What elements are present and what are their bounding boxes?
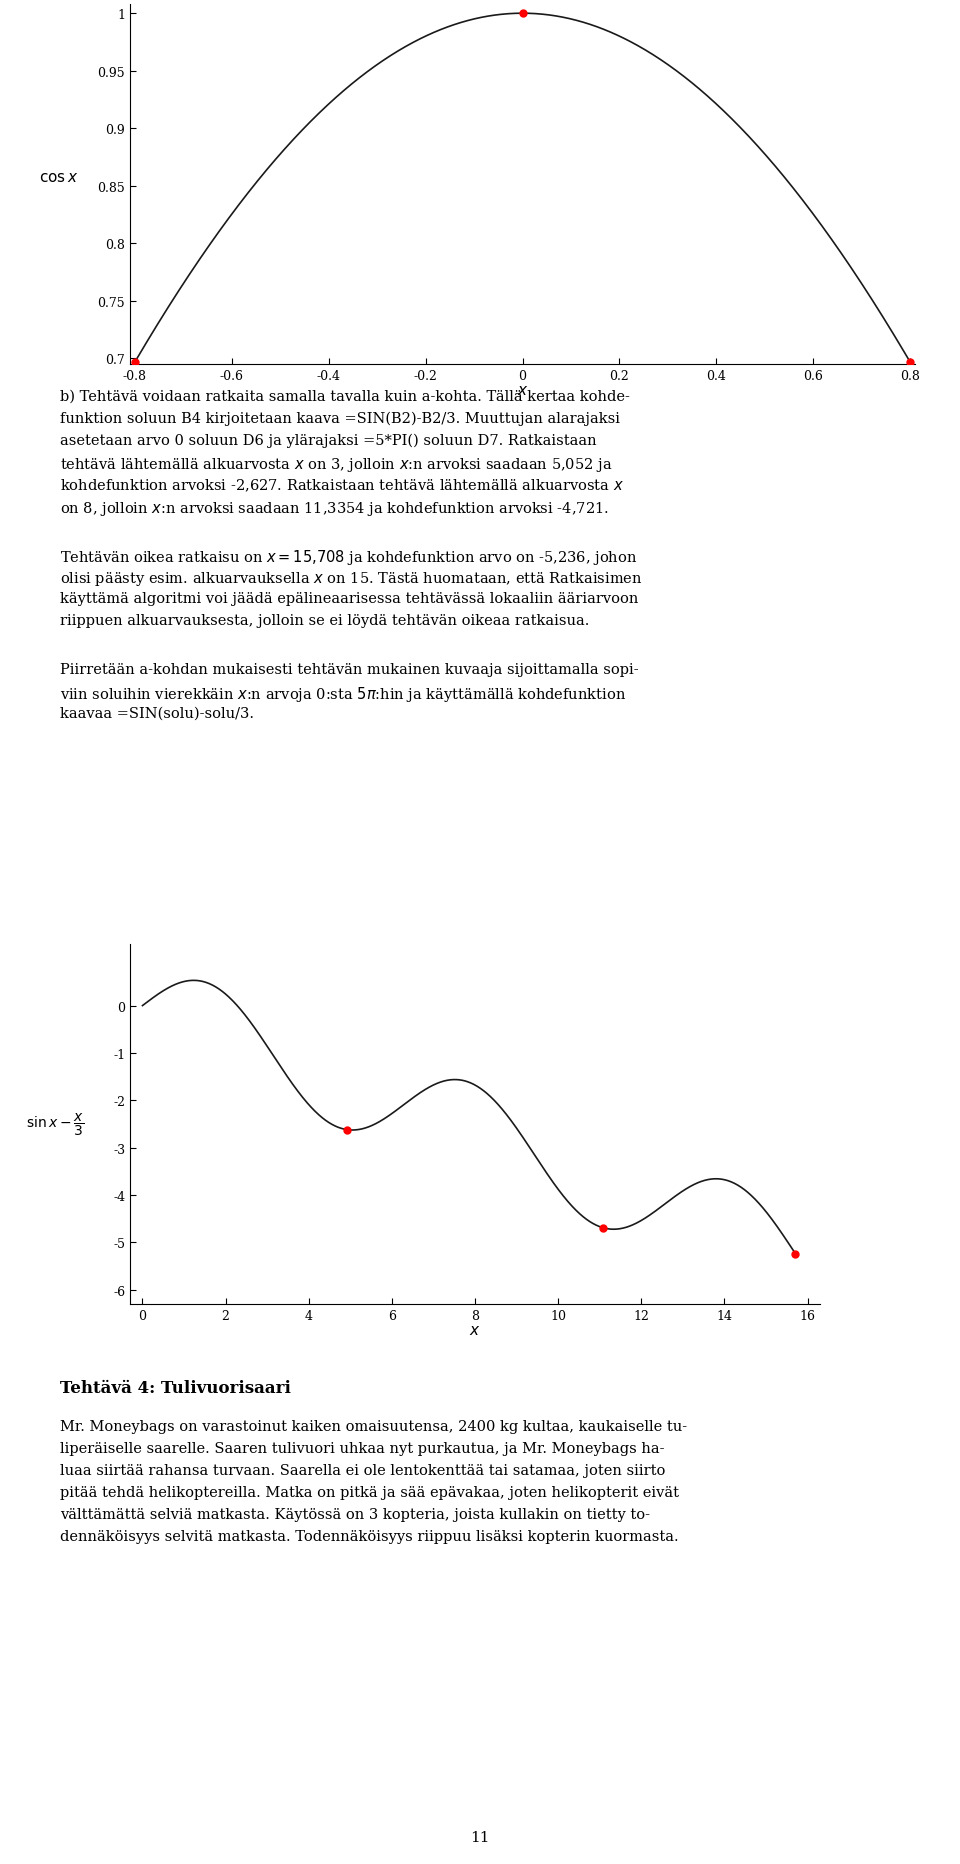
Text: Tehtävän oikea ratkaisu on $x = 15{,}708$ ja kohdefunktion arvo on -5,236, johon: Tehtävän oikea ratkaisu on $x = 15{,}708… [60,548,637,567]
Text: olisi päästy esim. alkuarvauksella $x$ on 15. Tästä huomataan, että Ratkaisimen: olisi päästy esim. alkuarvauksella $x$ o… [60,570,642,587]
Text: pitää tehdä helikoptereilla. Matka on pitkä ja sää epävakaa, joten helikopterit : pitää tehdä helikoptereilla. Matka on pi… [60,1486,679,1499]
Text: viin soluihin vierekkäin $x$:n arvoja 0:sta $5\pi$:hin ja käyttämällä kohdefunkt: viin soluihin vierekkäin $x$:n arvoja 0:… [60,684,626,703]
Y-axis label: $\sin x - \dfrac{x}{3}$: $\sin x - \dfrac{x}{3}$ [26,1111,84,1137]
Text: liperäiselle saarelle. Saaren tulivuori uhkaa nyt purkautua, ja Mr. Moneybags ha: liperäiselle saarelle. Saaren tulivuori … [60,1441,664,1454]
Text: 11: 11 [470,1830,490,1843]
Text: dennäköisyys selvitä matkasta. Todennäköisyys riippuu lisäksi kopterin kuormasta: dennäköisyys selvitä matkasta. Todennäkö… [60,1528,679,1543]
Text: Piirretään a-kohdan mukaisesti tehtävän mukainen kuvaaja sijoittamalla sopi-: Piirretään a-kohdan mukaisesti tehtävän … [60,662,638,677]
Text: on 8, jolloin $x$:n arvoksi saadaan 11,3354 ja kohdefunktion arvoksi -4,721.: on 8, jolloin $x$:n arvoksi saadaan 11,3… [60,500,609,518]
Text: asetetaan arvo 0 soluun D6 ja ylärajaksi =5*PI() soluun D7. Ratkaistaan: asetetaan arvo 0 soluun D6 ja ylärajaksi… [60,434,596,447]
Y-axis label: $\cos x$: $\cos x$ [38,171,78,185]
Text: riippuen alkuarvauksesta, jolloin se ei löydä tehtävän oikeaa ratkaisua.: riippuen alkuarvauksesta, jolloin se ei … [60,613,589,628]
Text: Tehtävä 4: Tulivuorisaari: Tehtävä 4: Tulivuorisaari [60,1379,291,1396]
Text: funktion soluun B4 kirjoitetaan kaava =SIN(B2)-B2/3. Muuttujan alarajaksi: funktion soluun B4 kirjoitetaan kaava =S… [60,412,620,427]
Text: b) Tehtävä voidaan ratkaita samalla tavalla kuin a-kohta. Tällä kertaa kohde-: b) Tehtävä voidaan ratkaita samalla tava… [60,390,630,404]
X-axis label: $x$: $x$ [469,1323,481,1338]
Text: Mr. Moneybags on varastoinut kaiken omaisuutensa, 2400 kg kultaa, kaukaiselle tu: Mr. Moneybags on varastoinut kaiken omai… [60,1419,687,1433]
Text: kaavaa =SIN(solu)-solu/3.: kaavaa =SIN(solu)-solu/3. [60,706,254,720]
Text: luaa siirtää rahansa turvaan. Saarella ei ole lentokenttää tai satamaa, joten si: luaa siirtää rahansa turvaan. Saarella e… [60,1463,665,1476]
Text: käyttämä algoritmi voi jäädä epälineaarisessa tehtävässä lokaaliin ääriarvoon: käyttämä algoritmi voi jäädä epälineaari… [60,593,638,606]
Text: kohdefunktion arvoksi -2,627. Ratkaistaan tehtävä lähtemällä alkuarvosta $x$: kohdefunktion arvoksi -2,627. Ratkaistaa… [60,477,624,494]
Text: välttämättä selviä matkasta. Käytössä on 3 kopteria, joista kullakin on tietty t: välttämättä selviä matkasta. Käytössä on… [60,1506,650,1521]
X-axis label: $x$: $x$ [516,384,528,399]
Text: tehtävä lähtemällä alkuarvosta $x$ on 3, jolloin $x$:n arvoksi saadaan 5,052 ja: tehtävä lähtemällä alkuarvosta $x$ on 3,… [60,457,612,473]
